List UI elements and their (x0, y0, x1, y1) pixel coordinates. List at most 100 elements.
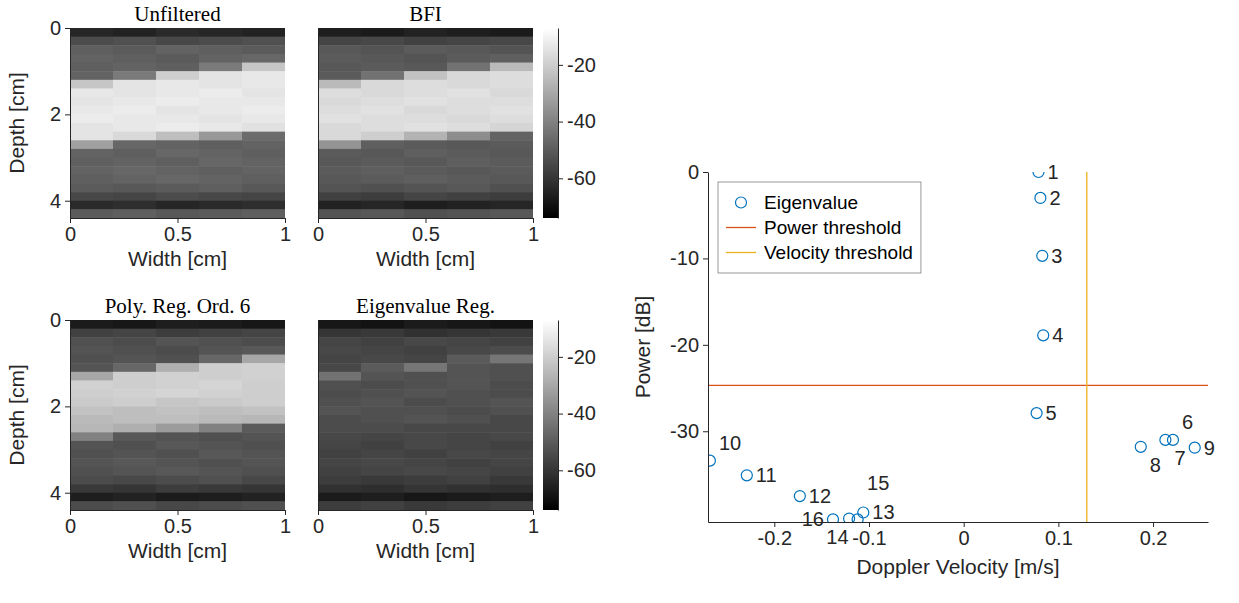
cell (318, 71, 362, 80)
axis-line (708, 173, 709, 523)
cell (199, 355, 243, 364)
cell (156, 28, 200, 37)
tick: 0 (313, 218, 324, 245)
cell (70, 63, 114, 72)
cell (490, 28, 533, 37)
cell (404, 355, 448, 364)
cell (404, 458, 448, 467)
cell (113, 450, 157, 459)
cell (490, 80, 533, 89)
tick-label: -30 (670, 420, 699, 442)
cell (199, 158, 243, 167)
cell (242, 149, 285, 158)
cell (447, 346, 491, 355)
cell (156, 71, 200, 80)
panel-title: Poly. Reg. Ord. 6 (105, 294, 251, 318)
cell (490, 183, 533, 192)
cell (70, 493, 114, 502)
cell (361, 389, 405, 398)
cell (447, 28, 491, 37)
legend-line (726, 252, 756, 253)
cell (361, 363, 405, 372)
cell (242, 28, 285, 37)
cell (490, 406, 533, 415)
cell (113, 337, 157, 346)
cell (361, 37, 405, 46)
cell (156, 467, 200, 476)
cell (199, 501, 243, 510)
cell (404, 415, 448, 424)
cell (156, 37, 200, 46)
cell (242, 450, 285, 459)
cell (113, 346, 157, 355)
cell (361, 54, 405, 63)
cell (447, 183, 491, 192)
cell (404, 97, 448, 106)
cell (199, 71, 243, 80)
cell (156, 166, 200, 175)
cell (447, 337, 491, 346)
cell (156, 493, 200, 502)
tick: -10 (670, 247, 708, 269)
cell (490, 372, 533, 381)
cell (404, 175, 448, 184)
cell (156, 149, 200, 158)
heatmap-panel: 00.51024UnfilteredWidth [cm]Depth [cm] (5, 2, 291, 270)
cell (318, 320, 362, 329)
cell (404, 140, 448, 149)
cell (156, 97, 200, 106)
tick: -40 (558, 402, 596, 424)
cell (242, 37, 285, 46)
cell (361, 80, 405, 89)
cell (490, 37, 533, 46)
point-label: 7 (1174, 447, 1185, 469)
cell (318, 337, 362, 346)
tick-label: 0 (313, 515, 324, 537)
tick-label: -0.1 (852, 527, 886, 549)
cell (361, 406, 405, 415)
y-axis-title: Depth [cm] (5, 72, 28, 174)
cell (361, 97, 405, 106)
cell (447, 363, 491, 372)
point (741, 470, 752, 481)
cell (242, 441, 285, 450)
tick-label: 0 (959, 527, 970, 549)
tick: 0 (50, 309, 70, 331)
cell (70, 140, 114, 149)
cell (199, 209, 243, 218)
tick: 0.5 (164, 218, 192, 245)
cell (361, 88, 405, 97)
cell (242, 406, 285, 415)
point (1033, 172, 1044, 177)
point (1031, 408, 1042, 419)
cell (199, 484, 243, 493)
cell (70, 363, 114, 372)
threshold-line (1086, 172, 1087, 522)
cell (70, 28, 114, 37)
cell (404, 209, 448, 218)
panel-title: Unfiltered (134, 2, 221, 26)
cell (318, 398, 362, 407)
cell (156, 114, 200, 123)
cell (490, 140, 533, 149)
cell (242, 493, 285, 502)
legend-line (726, 227, 756, 228)
cell (242, 337, 285, 346)
tick: 0 (65, 218, 76, 245)
cell (404, 54, 448, 63)
cell (490, 166, 533, 175)
tick-label: -20 (670, 334, 699, 356)
tick-mark (65, 28, 70, 29)
cell (242, 209, 285, 218)
point-label: 8 (1150, 454, 1161, 476)
cell (318, 389, 362, 398)
cell (490, 355, 533, 364)
cell (113, 123, 157, 132)
cell (156, 54, 200, 63)
tick-label: 0.1 (1045, 527, 1073, 549)
cell (199, 346, 243, 355)
tick: -30 (670, 420, 708, 442)
cell (70, 166, 114, 175)
cell (447, 501, 491, 510)
cell (490, 54, 533, 63)
